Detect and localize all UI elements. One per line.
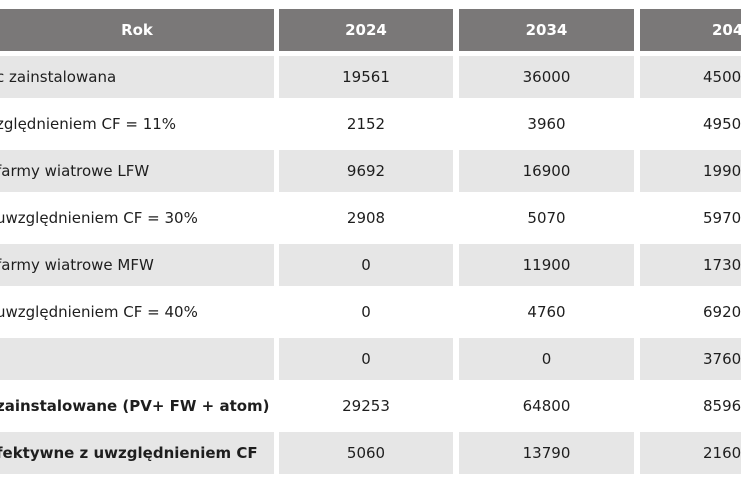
table-cell: 0 [279,338,453,380]
header-cell-2034: 2034 [459,9,634,51]
row-label-text: farmy wiatrowe LFW [0,162,150,180]
table-row-label: zainstalowane (PV+ FW + atom) [0,385,274,427]
table-cell: 13790 [459,432,634,474]
header-cell-2024: 2024 [279,9,453,51]
table-cell: 0 [279,244,453,286]
table-row-label [0,338,274,380]
table-cell: 4500 [640,56,741,98]
table-cell: 0 [279,291,453,333]
table-cell: 2152 [279,103,453,145]
table-cell: 19561 [279,56,453,98]
table-row-label: uwzględnieniem CF = 30% [0,197,274,239]
table-cell: 11900 [459,244,634,286]
row-label-text: farmy wiatrowe MFW [0,256,154,274]
row-label-text: uwzględnieniem CF = 40% [0,303,198,321]
table-cell: 5970 [640,197,741,239]
header-cell-2040: 2040 [640,9,741,51]
table-cell: 6920 [640,291,741,333]
table-cell: 5070 [459,197,634,239]
table-cell: 1730 [640,244,741,286]
row-label-text: fektywne z uwzględnieniem CF [0,444,258,462]
row-label-text: uwzględnieniem CF = 30% [0,209,198,227]
row-label-text: c zainstalowana [0,68,117,86]
table-cell: 9692 [279,150,453,192]
table-row-label: zględnieniem CF = 11% [0,103,274,145]
table-row-label: farmy wiatrowe LFW [0,150,274,192]
table-cell: 16900 [459,150,634,192]
table-cell: 29253 [279,385,453,427]
table-cell: 64800 [459,385,634,427]
table-cell: 8596 [640,385,741,427]
header-cell-rok: Rok [0,9,274,51]
row-label-text: zględnieniem CF = 11% [0,115,177,133]
table-row-label: farmy wiatrowe MFW [0,244,274,286]
table-cell: 3760 [640,338,741,380]
table-row-label: c zainstalowana [0,56,274,98]
table-cell: 36000 [459,56,634,98]
table-row-label: uwzględnieniem CF = 40% [0,291,274,333]
table-row-label: fektywne z uwzględnieniem CF [0,432,274,474]
table-cell: 2908 [279,197,453,239]
table-cell: 3960 [459,103,634,145]
table-cell: 1990 [640,150,741,192]
row-label-text: zainstalowane (PV+ FW + atom) [0,397,270,415]
table-cell: 5060 [279,432,453,474]
table-cell: 2160 [640,432,741,474]
table-cell: 4950 [640,103,741,145]
table-cell: 4760 [459,291,634,333]
table-cell: 0 [459,338,634,380]
